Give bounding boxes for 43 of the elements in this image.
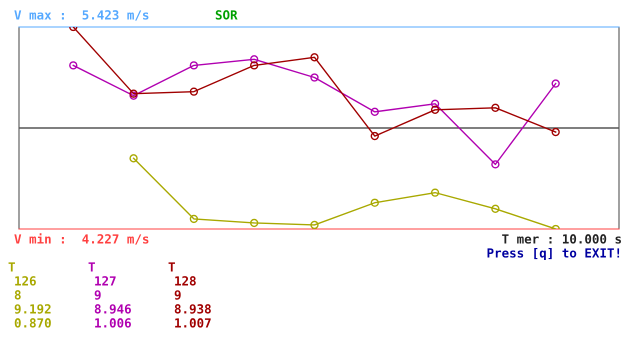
point: [370, 108, 379, 116]
text: 8.946: [94, 304, 131, 314]
point: [129, 154, 138, 162]
text: 126: [15, 276, 36, 286]
text: 1.007: [175, 318, 211, 328]
chart-title: SOR: [216, 10, 238, 20]
text: 9: [174, 290, 181, 300]
text: 9.192: [14, 304, 51, 314]
point: [190, 87, 198, 96]
text: T: [8, 262, 15, 272]
point: [430, 100, 440, 108]
point: [310, 53, 319, 62]
point: [129, 89, 138, 98]
text: T mer : 10.000 s: [502, 234, 621, 244]
point: [430, 188, 440, 197]
point: [250, 61, 258, 70]
text: V min : 4.227 m/s: [14, 233, 148, 245]
text: 128: [175, 276, 196, 286]
text: 8: [14, 290, 21, 300]
text: 1.006: [95, 318, 131, 328]
point: [552, 79, 560, 88]
point: [430, 106, 440, 114]
point: [310, 220, 319, 229]
point: [250, 218, 258, 228]
point: [190, 61, 198, 70]
point: [370, 198, 379, 207]
text: 0.870: [14, 318, 51, 328]
text: Press [q] to EXIT!: [488, 248, 620, 260]
text: 8.938: [174, 304, 211, 314]
point: [491, 204, 500, 213]
text: 9: [94, 290, 101, 300]
point: [250, 55, 258, 64]
text: T: [88, 262, 95, 272]
point: [491, 160, 500, 169]
point: [190, 214, 198, 224]
point: [491, 104, 500, 112]
point: [310, 73, 319, 82]
text: V max : 5.423 m/s: [14, 10, 148, 21]
point: [69, 61, 78, 70]
text: T: [168, 262, 175, 272]
point: [370, 132, 379, 140]
text: 127: [95, 276, 116, 286]
point: [552, 128, 560, 136]
